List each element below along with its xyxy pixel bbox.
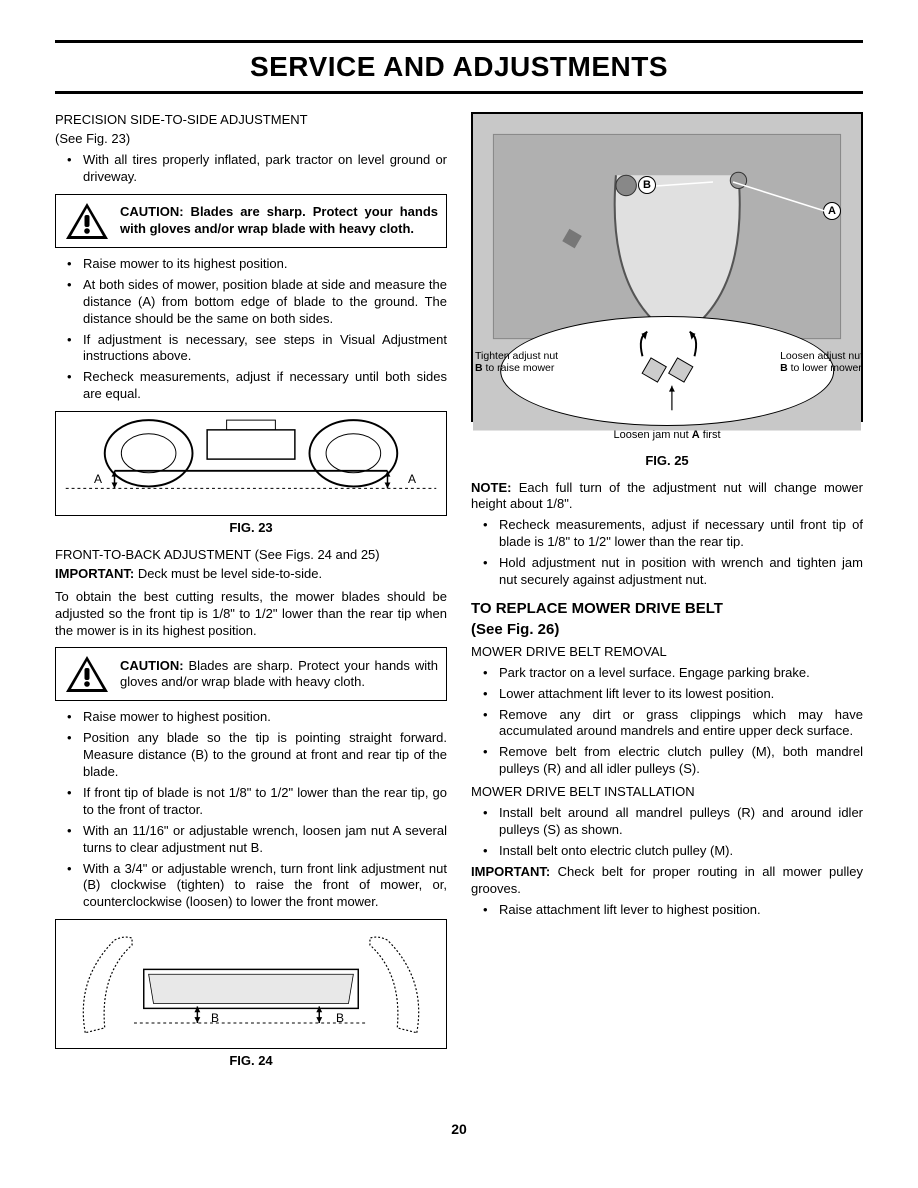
caution-label: CAUTION: bbox=[120, 204, 184, 219]
fig25-loosen-label: Loosen adjust nut B to lower mower bbox=[780, 351, 863, 374]
fig25-caption: FIG. 25 bbox=[471, 453, 863, 470]
note-list: Recheck measurements, adjust if necessar… bbox=[471, 517, 863, 589]
caution-text-1: CAUTION: Blades are sharp. Protect your … bbox=[120, 204, 438, 238]
figure-25-wrapper: B A bbox=[471, 112, 863, 422]
fig25-leader-lines bbox=[473, 174, 853, 234]
list-item: Raise mower to highest position. bbox=[55, 709, 447, 726]
page-title: SERVICE AND ADJUSTMENTS bbox=[55, 49, 863, 85]
fig24-label-b-right: B bbox=[336, 1011, 344, 1027]
list-item: Hold adjustment nut in position with wre… bbox=[471, 555, 863, 589]
figure-24: B B bbox=[55, 919, 447, 1049]
figure-23: A A bbox=[55, 411, 447, 516]
fig23-label-a-right: A bbox=[408, 472, 416, 488]
caution-box-1: CAUTION: Blades are sharp. Protect your … bbox=[55, 194, 447, 248]
list-item: Install belt onto electric clutch pulley… bbox=[471, 843, 863, 860]
install-heading: MOWER DRIVE BELT INSTALLATION bbox=[471, 784, 863, 801]
removal-heading: MOWER DRIVE BELT REMOVAL bbox=[471, 644, 863, 661]
list-item: Position any blade so the tip is pointin… bbox=[55, 730, 447, 781]
list-item: If adjustment is necessary, see steps in… bbox=[55, 332, 447, 366]
warning-icon bbox=[64, 654, 110, 694]
caution-box-2: CAUTION: Blades are sharp. Protect your … bbox=[55, 647, 447, 701]
list-item: Install belt around all mandrel pulleys … bbox=[471, 805, 863, 839]
precision-heading: PRECISION SIDE-TO-SIDE ADJUSTMENT bbox=[55, 112, 447, 129]
list-item: At both sides of mower, position blade a… bbox=[55, 277, 447, 328]
install-list-2: Raise attachment lift lever to highest p… bbox=[471, 902, 863, 919]
page-number: 20 bbox=[55, 1120, 863, 1138]
important-text: Deck must be level side-to-side. bbox=[134, 566, 322, 581]
fig23-svg bbox=[56, 412, 446, 515]
precision-list-1: With all tires properly inflated, park t… bbox=[55, 152, 447, 186]
left-column: PRECISION SIDE-TO-SIDE ADJUSTMENT (See F… bbox=[55, 112, 447, 1080]
list-item: If front tip of blade is not 1/8" to 1/2… bbox=[55, 785, 447, 819]
note-paragraph: NOTE: Each full turn of the adjustment n… bbox=[471, 480, 863, 514]
content-columns: PRECISION SIDE-TO-SIDE ADJUSTMENT (See F… bbox=[55, 112, 863, 1080]
note-text: Each full turn of the adjustment nut wil… bbox=[471, 480, 863, 512]
list-item: Recheck measurements, adjust if necessar… bbox=[55, 369, 447, 403]
loosen-line1: Loosen adjust nut bbox=[780, 350, 863, 362]
ftb-paragraph: To obtain the best cutting results, the … bbox=[55, 589, 447, 640]
tighten-line1: Tighten adjust nut bbox=[475, 350, 558, 362]
list-item: Park tractor on a level surface. Engage … bbox=[471, 665, 863, 682]
fig24-svg bbox=[56, 920, 446, 1048]
warning-icon bbox=[64, 201, 110, 241]
tighten-line2: B to raise mower bbox=[475, 362, 554, 374]
page-title-bar: SERVICE AND ADJUSTMENTS bbox=[55, 40, 863, 94]
replace-heading: TO REPLACE MOWER DRIVE BELT bbox=[471, 599, 863, 619]
replace-see-fig: (See Fig. 26) bbox=[471, 620, 863, 640]
list-item: Remove any dirt or grass clippings which… bbox=[471, 707, 863, 741]
fig24-caption: FIG. 24 bbox=[55, 1053, 447, 1070]
important2-paragraph: IMPORTANT: Check belt for proper routing… bbox=[471, 864, 863, 898]
list-item: Remove belt from electric clutch pulley … bbox=[471, 744, 863, 778]
note-label: NOTE: bbox=[471, 480, 511, 495]
figure-25: B A bbox=[471, 112, 863, 422]
ftb-important: IMPORTANT: Deck must be level side-to-si… bbox=[55, 566, 447, 583]
fig23-caption: FIG. 23 bbox=[55, 520, 447, 537]
fig25-tighten-label: Tighten adjust nut B to raise mower bbox=[475, 351, 558, 374]
list-item: Raise attachment lift lever to highest p… bbox=[471, 902, 863, 919]
ftb-list: Raise mower to highest position. Positio… bbox=[55, 709, 447, 911]
fig24-label-b-left: B bbox=[211, 1011, 219, 1027]
list-item: With all tires properly inflated, park t… bbox=[55, 152, 447, 186]
ftb-heading: FRONT-TO-BACK ADJUSTMENT (See Figs. 24 a… bbox=[55, 547, 447, 564]
loosen-line2: B to lower mower bbox=[780, 362, 862, 374]
precision-see-fig: (See Fig. 23) bbox=[55, 131, 447, 148]
list-item: With an 11/16" or adjustable wrench, loo… bbox=[55, 823, 447, 857]
jam-text: Loosen jam nut A first bbox=[613, 429, 720, 441]
list-item: Recheck measurements, adjust if necessar… bbox=[471, 517, 863, 551]
list-item: With a 3/4" or adjustable wrench, turn f… bbox=[55, 861, 447, 912]
list-item: Lower attachment lift lever to its lowes… bbox=[471, 686, 863, 703]
important-label: IMPORTANT: bbox=[55, 566, 134, 581]
caution-label: CAUTION: bbox=[120, 658, 184, 673]
caution-text-2: CAUTION: Blades are sharp. Protect your … bbox=[120, 658, 438, 692]
fig23-label-a-left: A bbox=[94, 472, 102, 488]
important2-label: IMPORTANT: bbox=[471, 864, 550, 879]
list-item: Raise mower to its highest position. bbox=[55, 256, 447, 273]
removal-list: Park tractor on a level surface. Engage … bbox=[471, 665, 863, 778]
install-list: Install belt around all mandrel pulleys … bbox=[471, 805, 863, 860]
right-column: B A bbox=[471, 112, 863, 1080]
precision-list-2: Raise mower to its highest position. At … bbox=[55, 256, 447, 403]
